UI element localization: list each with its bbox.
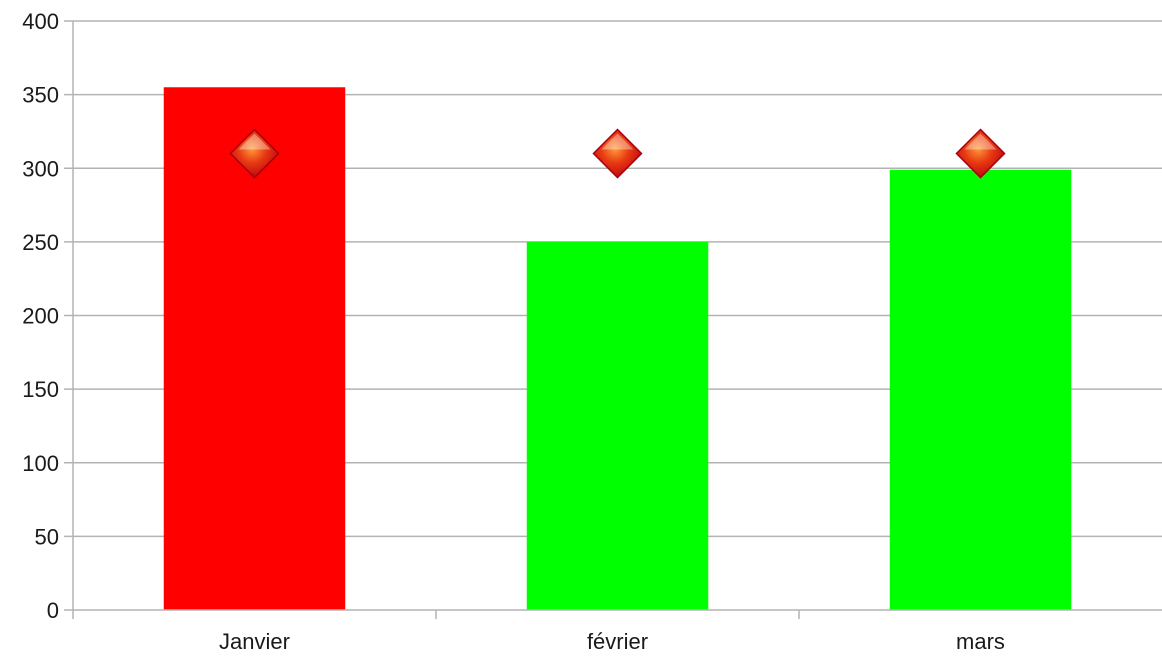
bar-2: [889, 169, 1072, 610]
x-category-label: février: [587, 629, 648, 654]
diamond-marker-2: [955, 128, 1006, 179]
diamond-shape: [592, 128, 643, 179]
y-tick-label: 50: [35, 524, 59, 549]
diamond-highlight: [601, 133, 634, 150]
markers: [229, 128, 1006, 179]
diamond-marker-1: [592, 128, 643, 179]
y-tick-label: 350: [22, 83, 59, 108]
y-tick-label: 250: [22, 230, 59, 255]
diamond-shape: [955, 128, 1006, 179]
y-tick-label: 100: [22, 451, 59, 476]
y-tick-label: 300: [22, 156, 59, 181]
diamond-highlight: [238, 133, 271, 150]
bars: [163, 87, 1072, 610]
labels: 0 50 100 150 200 250 300 350 400 Janvier février ma…: [22, 9, 1005, 654]
y-tick-label: 400: [22, 9, 59, 34]
y-tick-label: 200: [22, 304, 59, 329]
diamond-marker-0: [229, 128, 280, 179]
axes: [64, 20, 1162, 619]
x-category-label: Janvier: [219, 629, 290, 654]
y-tick-label: 0: [47, 598, 59, 623]
y-tick-label: 150: [22, 377, 59, 402]
diamond-highlight: [964, 133, 997, 150]
bar-1: [526, 241, 709, 610]
diamond-shape: [229, 128, 280, 179]
x-category-label: mars: [956, 629, 1005, 654]
